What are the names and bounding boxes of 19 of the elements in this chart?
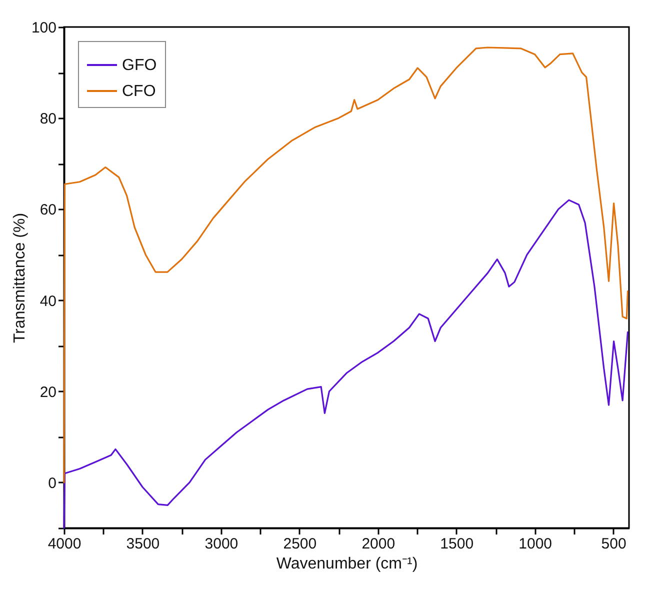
y-tick-label: 0 [48,474,56,492]
y-tick-label: 20 [40,384,56,401]
y-tick-label: 100 [31,20,56,36]
y-tick-label: 40 [40,292,56,310]
x-tick-label: 500 [601,536,626,552]
x-tick-label: 3000 [204,536,238,552]
legend-label: GFO [122,57,157,74]
y-tick-label: 60 [40,202,56,219]
line-series [63,46,629,484]
legend-label: CFO [122,83,156,100]
x-tick-label: 1500 [440,536,474,552]
y-tick-label: 80 [40,110,56,128]
x-tick-label: 1000 [518,536,552,552]
y-axis-title: Transmittance (%) [11,212,28,344]
x-tick-label: 4000 [48,536,82,552]
x-axis-title: Wavenumber (cm⁻¹) [276,556,418,572]
x-tick-label: 2000 [362,536,396,552]
x-tick-label: 3500 [126,536,160,552]
x-tick-label: 2500 [283,536,317,552]
